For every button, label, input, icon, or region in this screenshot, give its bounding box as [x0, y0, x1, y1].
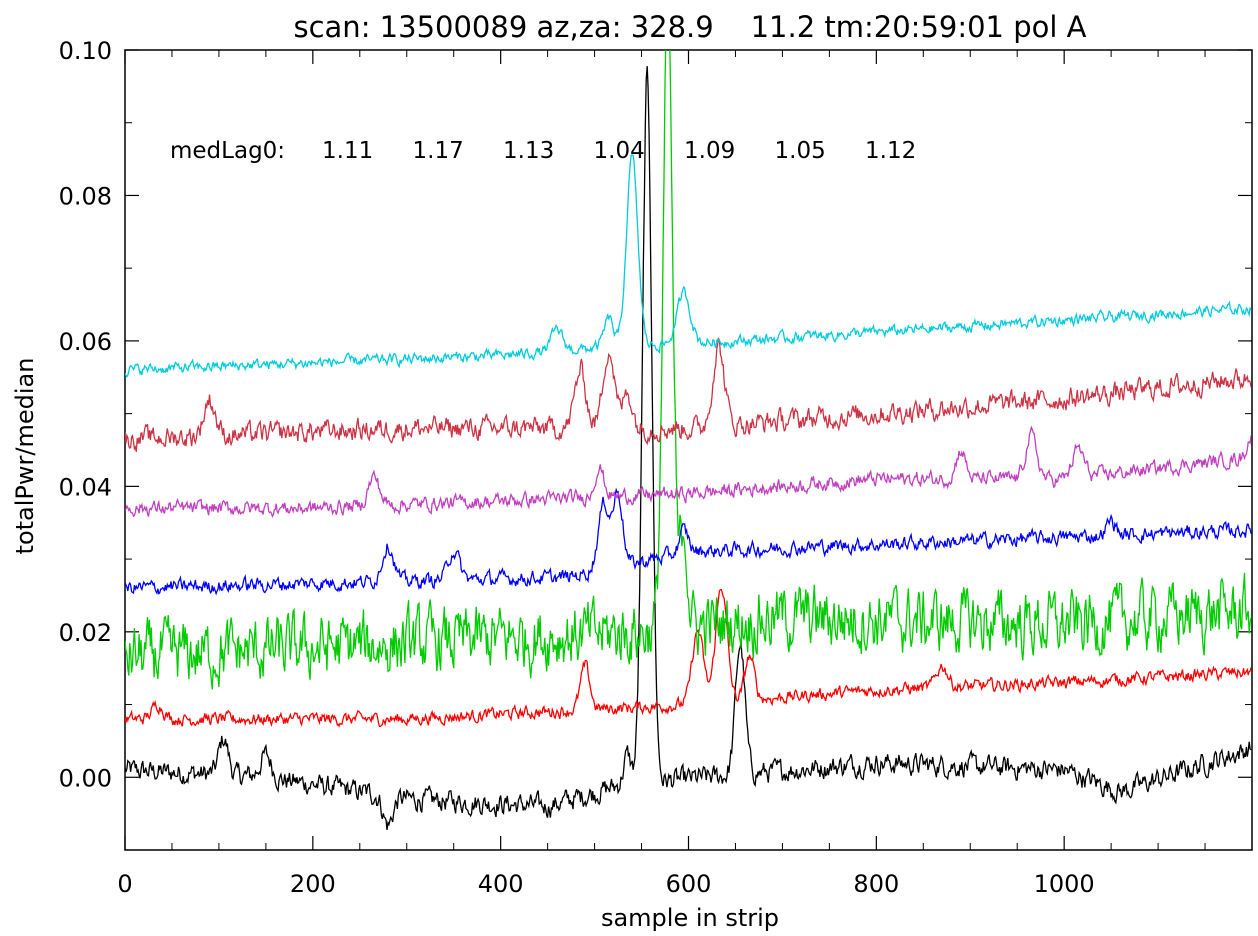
annotation-layer: medLag0: 1.11 1.17 1.13 1.04 1.09 1.05 1.12: [170, 138, 916, 164]
series-line-1: [125, 588, 1252, 728]
y-tick-label: 0.04: [59, 473, 112, 501]
series-line-3: [125, 487, 1252, 596]
y-tick-label: 0.08: [59, 182, 112, 210]
x-axis-label: sample in strip: [601, 904, 779, 932]
annotation-label: medLag0:: [170, 138, 285, 164]
x-tick-label: 400: [478, 870, 524, 898]
y-tick-label: 0.00: [59, 764, 112, 792]
series-line-5: [125, 337, 1252, 452]
x-tick-label: 600: [666, 870, 712, 898]
series-line-4: [125, 425, 1252, 519]
annotation-value: 1.05: [775, 138, 826, 164]
x-tick-label: 800: [853, 870, 899, 898]
annotation-value: 1.12: [865, 138, 916, 164]
y-tick-label: 0.10: [59, 37, 112, 65]
ticks-layer: 0 200 400 600 800 1000 0.00 0.02 0.04 0.06 0.08 0.1…: [59, 37, 1252, 898]
annotation-value: 1.17: [413, 138, 464, 164]
series-line-6: [125, 154, 1252, 378]
series-layer: [125, 50, 1252, 830]
chart-title: scan: 13500089 az,za: 328.9 11.2 tm:20:5…: [293, 10, 1086, 44]
annotation-value: 1.11: [322, 138, 373, 164]
series-line-0: [125, 66, 1252, 830]
y-axis-label: totalPwr/median: [11, 358, 39, 555]
x-tick-label: 200: [290, 870, 336, 898]
y-tick-label: 0.02: [59, 619, 112, 647]
annotation-value: 1.04: [594, 138, 645, 164]
annotation-value: 1.13: [503, 138, 554, 164]
x-tick-label: 1000: [1034, 870, 1095, 898]
plot-frame: [124, 49, 1253, 851]
y-tick-label: 0.06: [59, 328, 112, 356]
x-tick-label: 0: [117, 870, 132, 898]
annotation-value: 1.09: [684, 138, 735, 164]
series-line-2: [125, 50, 1252, 690]
